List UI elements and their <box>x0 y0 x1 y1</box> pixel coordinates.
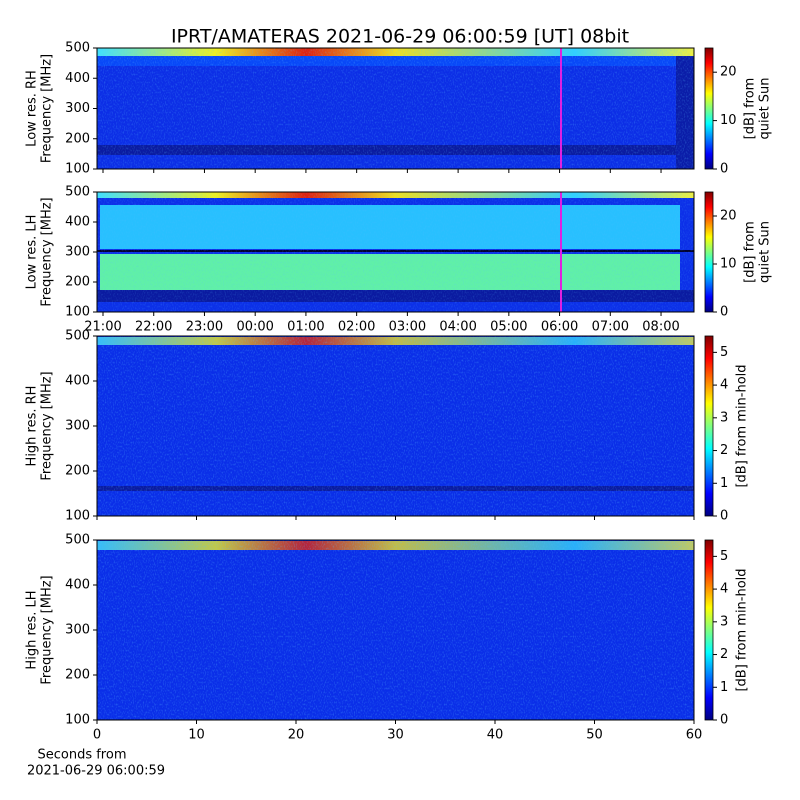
y-tick-label: 100 <box>65 509 90 524</box>
y-tick-label: 200 <box>65 131 90 146</box>
colorbar-tick-label: 1 <box>720 680 728 695</box>
colorbar-tick-label: 1 <box>720 476 728 491</box>
x-axis-label: 2021-06-29 06:00:59 <box>27 764 165 779</box>
colorbar <box>704 47 714 170</box>
colorbar-label: [dB] from min-hold <box>735 568 750 691</box>
x-tick-label: 00:00 <box>236 320 273 335</box>
spectrogram-images <box>97 48 694 720</box>
y-tick-label: 400 <box>65 578 90 593</box>
x-tick-label: 50 <box>586 728 603 743</box>
y-tick-label: 300 <box>65 623 90 638</box>
colorbar-label: quiet Sun <box>758 221 773 283</box>
colorbar-label: [dB] from <box>743 78 758 140</box>
colorbar-tick-label: 2 <box>720 647 728 662</box>
x-tick-label: 22:00 <box>135 320 172 335</box>
x-tick-label: 02:00 <box>338 320 375 335</box>
colorbar-tick-label: 10 <box>720 113 737 128</box>
colorbar-tick-label: 10 <box>720 257 737 272</box>
y-tick-label: 500 <box>65 185 90 200</box>
x-axis-label: Seconds from <box>37 748 126 763</box>
image-noise <box>97 192 694 312</box>
y-axis-label: High res. RH <box>25 386 40 467</box>
y-axis-label: Low res. RH <box>25 70 40 147</box>
x-tick-label: 0 <box>93 728 101 743</box>
y-tick-label: 400 <box>65 215 90 230</box>
colorbar-label: [dB] from <box>743 221 758 283</box>
y-tick-label: 500 <box>65 41 90 56</box>
y-axis-label: Frequency [MHz] <box>40 197 55 306</box>
x-tick-label: 07:00 <box>592 320 629 335</box>
y-tick-label: 200 <box>65 464 90 479</box>
image-noise <box>97 48 694 169</box>
y-tick-label: 100 <box>65 162 90 177</box>
y-tick-label: 200 <box>65 275 90 290</box>
x-tick-label: 05:00 <box>490 320 527 335</box>
y-tick-label: 100 <box>65 713 90 728</box>
y-axis-label: Frequency [MHz] <box>40 54 55 163</box>
colorbar-label: quiet Sun <box>758 77 773 139</box>
colorbar <box>704 191 714 313</box>
y-tick-label: 500 <box>65 329 90 344</box>
y-axis-label: Frequency [MHz] <box>40 371 55 480</box>
x-tick-label: 06:00 <box>541 320 578 335</box>
colorbar <box>704 335 714 517</box>
colorbar-label: [dB] from min-hold <box>735 364 750 487</box>
y-axis-label: Frequency [MHz] <box>40 575 55 684</box>
colorbar <box>704 539 714 721</box>
figure-title: IPRT/AMATERAS 2021-06-29 06:00:59 [UT] 0… <box>171 26 629 48</box>
y-tick-label: 300 <box>65 245 90 260</box>
colorbar-tick-label: 20 <box>720 209 737 224</box>
x-tick-label: 30 <box>387 728 404 743</box>
x-tick-label: 10 <box>188 728 205 743</box>
colorbar-tick-label: 5 <box>720 549 728 564</box>
colorbar-tick-label: 0 <box>720 162 728 177</box>
x-tick-label: 04:00 <box>439 320 476 335</box>
x-tick-label: 03:00 <box>389 320 426 335</box>
x-tick-label: 60 <box>686 728 703 743</box>
x-tick-label: 20 <box>288 728 305 743</box>
x-tick-label: 23:00 <box>186 320 223 335</box>
colorbar-tick-label: 0 <box>720 509 728 524</box>
x-tick-label: 08:00 <box>642 320 679 335</box>
y-tick-label: 400 <box>65 374 90 389</box>
y-tick-label: 300 <box>65 419 90 434</box>
colorbar-tick-label: 4 <box>720 378 728 393</box>
y-tick-label: 400 <box>65 71 90 86</box>
y-tick-label: 100 <box>65 305 90 320</box>
colorbar-tick-label: 3 <box>720 614 728 629</box>
colorbar-tick-label: 20 <box>720 65 737 80</box>
image-noise <box>97 540 694 720</box>
y-tick-label: 300 <box>65 101 90 116</box>
x-tick-label: 21:00 <box>84 320 121 335</box>
colorbar-tick-label: 5 <box>720 345 728 360</box>
colorbar-tick-label: 3 <box>720 410 728 425</box>
y-tick-label: 500 <box>65 533 90 548</box>
colorbar-tick-label: 2 <box>720 443 728 458</box>
x-tick-label: 01:00 <box>287 320 324 335</box>
colorbar-tick-label: 4 <box>720 582 728 597</box>
colorbar-tick-label: 0 <box>720 305 728 320</box>
y-axis-label: High res. LH <box>25 590 40 669</box>
colorbar-tick-label: 0 <box>720 713 728 728</box>
y-axis-label: Low res. LH <box>25 215 40 290</box>
y-tick-label: 200 <box>65 668 90 683</box>
x-tick-label: 40 <box>487 728 504 743</box>
image-noise <box>97 336 694 516</box>
